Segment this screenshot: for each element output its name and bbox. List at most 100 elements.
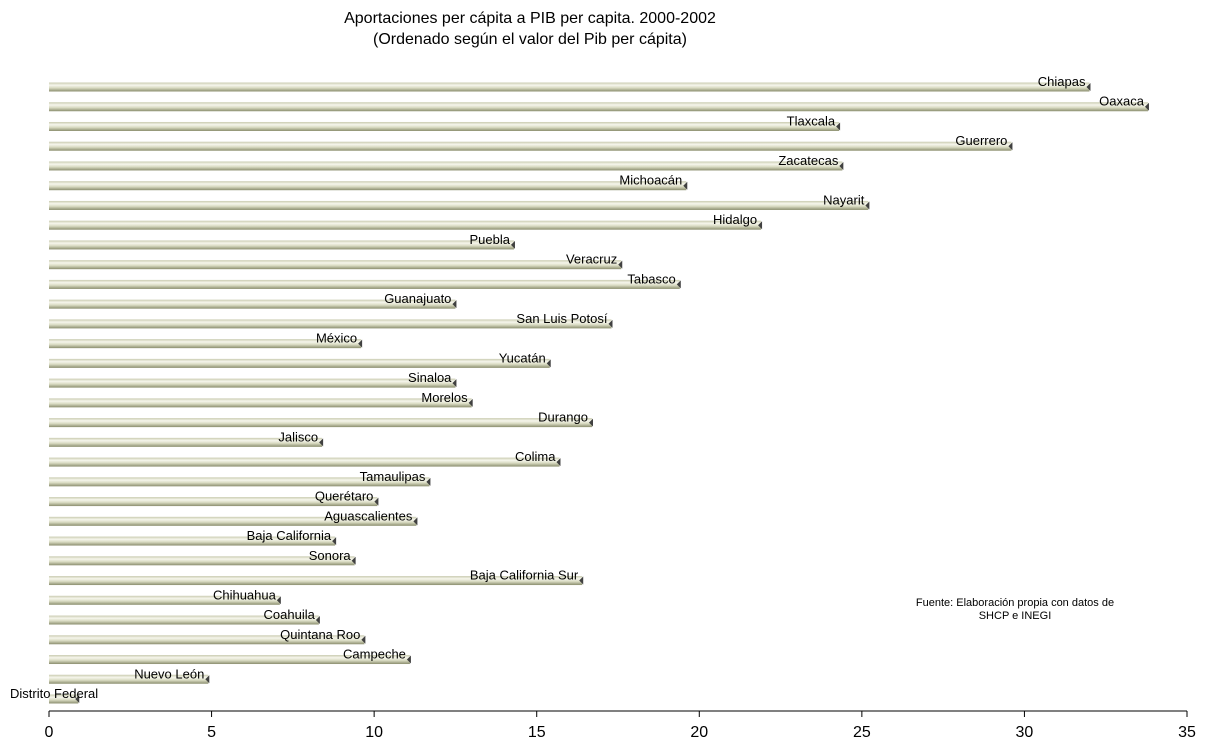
bar-chiapas: Chiapas (49, 74, 1091, 92)
bar-rect (49, 398, 472, 408)
bar-label: Querétaro (315, 489, 374, 504)
bar-label: México (316, 331, 357, 346)
bar-label: Nayarit (823, 192, 865, 207)
bar-yucatan: Yucatán (49, 350, 551, 368)
source-note: Fuente: Elaboración propia con datos de … (915, 597, 1115, 622)
bar-rect (49, 378, 456, 388)
bar-jalisco: Jalisco (49, 429, 324, 447)
bar-label: Campeche (343, 647, 406, 662)
chart-title-block: Aportaciones per cápita a PIB per capita… (0, 8, 1060, 50)
bar-label: Zacatecas (778, 153, 838, 168)
x-tick-label: 20 (690, 724, 708, 741)
bar-distrito-federal: Distrito Federal (10, 686, 98, 704)
bar-label: Oaxaca (1099, 94, 1145, 109)
bar-rect (49, 457, 560, 467)
bar-aguascalientes: Aguascalientes (49, 508, 418, 526)
bar-queretaro: Querétaro (49, 489, 379, 507)
bar-label: Distrito Federal (10, 686, 98, 701)
bar-sinaloa: Sinaloa (49, 370, 457, 388)
bar-label: Guerrero (955, 133, 1007, 148)
bar-tamaulipas: Tamaulipas (49, 469, 431, 487)
bar-end-marker (374, 497, 379, 506)
bar-rect (49, 102, 1148, 112)
bar-rect (49, 161, 843, 171)
bar-rect (49, 82, 1090, 92)
bar-tlaxcala: Tlaxcala (49, 113, 841, 131)
bar-rect (49, 536, 336, 546)
bar-rect (49, 694, 79, 704)
bar-rect (49, 319, 612, 329)
bar-nuevo-leon: Nuevo León (49, 666, 210, 684)
bar-label: Hidalgo (713, 212, 757, 227)
bar-rect (49, 418, 592, 428)
bar-end-marker (556, 458, 561, 467)
bar-oaxaca: Oaxaca (49, 94, 1149, 112)
bar-end-marker (836, 122, 841, 131)
bars-group: Chiapas Oaxaca Tlaxcala Guerrero Zacatecas Mi… (10, 74, 1149, 704)
bar-end-marker (579, 576, 584, 585)
bar-end-marker (618, 260, 623, 269)
bar-colima: Colima (49, 449, 561, 467)
bar-end-marker (205, 675, 210, 684)
bar-end-marker (319, 438, 324, 447)
bar-label: Coahuila (264, 607, 316, 622)
x-tick-label: 15 (528, 724, 546, 741)
bar-rect (49, 220, 762, 230)
bar-san-luis-potosi: San Luis Potosí (49, 311, 613, 329)
x-tick-label: 30 (1016, 724, 1034, 741)
bar-label: Veracruz (566, 252, 617, 267)
bar-label: Tlaxcala (787, 113, 836, 128)
bar-label: Baja California Sur (470, 568, 579, 583)
x-axis: 0 5 10 15 20 25 30 35 (45, 710, 1196, 741)
bar-rect (49, 240, 514, 250)
x-tick-label: 0 (45, 724, 54, 741)
bar-campeche: Campeche (49, 647, 411, 665)
bar-rect (49, 260, 622, 270)
bar-end-marker (758, 221, 763, 230)
bar-label: Morelos (421, 390, 468, 405)
bar-end-marker (1144, 102, 1149, 111)
bar-label: Nuevo León (134, 666, 204, 681)
bar-end-marker (361, 635, 366, 644)
bar-rect (49, 674, 209, 684)
bar-tabasco: Tabasco (49, 271, 681, 289)
bar-chihuahua: Chihuahua (49, 587, 281, 605)
bar-coahuila: Coahuila (49, 607, 320, 625)
bar-end-marker (510, 240, 515, 249)
bar-end-marker (865, 201, 870, 210)
bar-rect (49, 141, 1012, 151)
bar-label: Tabasco (627, 271, 675, 286)
bar-end-marker (683, 181, 688, 190)
bar-rect (49, 200, 869, 210)
bar-morelos: Morelos (49, 390, 473, 408)
x-tick-label: 35 (1178, 724, 1196, 741)
bar-end-marker (1086, 83, 1091, 91)
bar-baja-california-sur: Baja California Sur (49, 568, 584, 586)
bar-end-marker (608, 319, 613, 328)
x-tick-label: 5 (207, 724, 216, 741)
bar-rect (49, 358, 550, 368)
bar-rect (49, 576, 583, 586)
bar-baja-california: Baja California (49, 528, 337, 546)
bar-end-marker (413, 517, 418, 526)
bar-end-marker (676, 280, 681, 289)
chart-subtitle: (Ordenado según el valor del Pib per cáp… (373, 31, 687, 48)
bar-label: Durango (538, 410, 588, 425)
bar-end-marker (75, 695, 80, 703)
bar-durango: Durango (49, 410, 593, 428)
bar-sonora: Sonora (49, 548, 356, 566)
bar-end-marker (452, 379, 457, 388)
bar-guanajuato: Guanajuato (49, 291, 457, 309)
bar-label: Sinaloa (408, 370, 452, 385)
bar-rect (49, 516, 417, 526)
bar-label: Tamaulipas (360, 469, 426, 484)
bar-rect (49, 279, 680, 289)
bar-label: Sonora (309, 548, 352, 563)
bar-label: San Luis Potosí (516, 311, 607, 326)
bar-veracruz: Veracruz (49, 252, 623, 270)
bar-rect (49, 121, 840, 131)
bar-label: Yucatán (499, 350, 546, 365)
bar-end-marker (452, 300, 457, 309)
bar-end-marker (351, 556, 356, 565)
